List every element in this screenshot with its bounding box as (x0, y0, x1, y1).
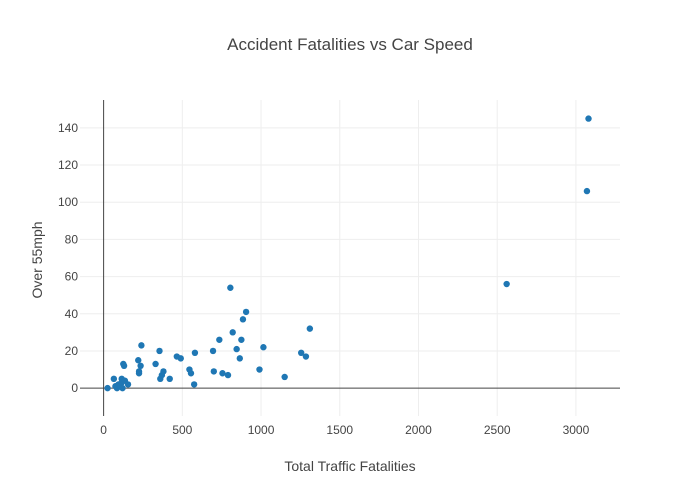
scatter-point (187, 370, 195, 377)
scatter-point (124, 381, 132, 388)
y-tick-label: 40 (65, 307, 79, 321)
scatter-point (256, 366, 263, 373)
y-tick-label: 20 (65, 344, 79, 358)
scatter-point (224, 371, 232, 379)
scatter-point (191, 349, 199, 356)
scatter-point (219, 370, 226, 377)
scatter-point (137, 362, 144, 370)
scatter-point (166, 375, 173, 383)
scatter-point (297, 349, 305, 356)
scatter-point (281, 373, 288, 381)
scatter-point (239, 316, 247, 323)
scatter-point (135, 357, 142, 364)
grid-layer (80, 100, 620, 416)
x-tick-label: 2500 (484, 423, 511, 437)
y-tick-label: 140 (58, 121, 78, 135)
x-tick-label: 0 (100, 423, 107, 437)
scatter-point (260, 344, 267, 351)
scatter-point (152, 360, 159, 368)
scatter-point (306, 325, 314, 332)
x-tick-label: 1500 (326, 423, 353, 437)
x-tick-label: 2000 (405, 423, 432, 437)
scatter-point (302, 353, 310, 360)
scatter-point (216, 336, 223, 343)
axes-layer (80, 100, 620, 416)
scatter-point (233, 345, 240, 353)
x-tick-label: 3000 (563, 423, 590, 437)
scatter-point (503, 280, 510, 288)
x-tick-label: 1000 (248, 423, 275, 437)
scatter-point (177, 355, 184, 362)
scatter-point (104, 384, 111, 392)
y-tick-label: 60 (65, 270, 79, 284)
scatter-point (583, 187, 591, 195)
x-tick-label: 500 (172, 423, 192, 437)
scatter-point (585, 115, 592, 122)
y-tick-label: 120 (58, 158, 78, 172)
x-axis-title: Total Traffic Fatalities (284, 458, 415, 474)
scatter-point (209, 347, 217, 355)
scatter-point (160, 368, 167, 375)
y-axis-title: Over 55mph (29, 221, 45, 298)
chart-title: Accident Fatalities vs Car Speed (227, 35, 473, 54)
scatter-point (119, 384, 126, 392)
scatter-point (138, 342, 145, 349)
scatter-point (156, 347, 163, 355)
scatter-point (229, 329, 236, 336)
y-tick-label: 0 (71, 381, 78, 395)
scatter-point (110, 375, 118, 383)
scatter-point (242, 308, 250, 316)
ticks-layer: 0 500 1000 1500 2000 2500 3000 0 20 40 60 80 100 120 1… (58, 121, 590, 437)
scatter-point (238, 336, 245, 343)
y-tick-label: 80 (65, 232, 79, 246)
scatter-point (236, 355, 243, 362)
scatter-point (190, 381, 198, 388)
scatter-point (210, 368, 218, 375)
scatter-point (227, 284, 234, 291)
scatter-point (120, 362, 128, 370)
points-layer (104, 115, 592, 392)
y-tick-label: 100 (58, 195, 78, 209)
scatter-point (135, 370, 143, 377)
